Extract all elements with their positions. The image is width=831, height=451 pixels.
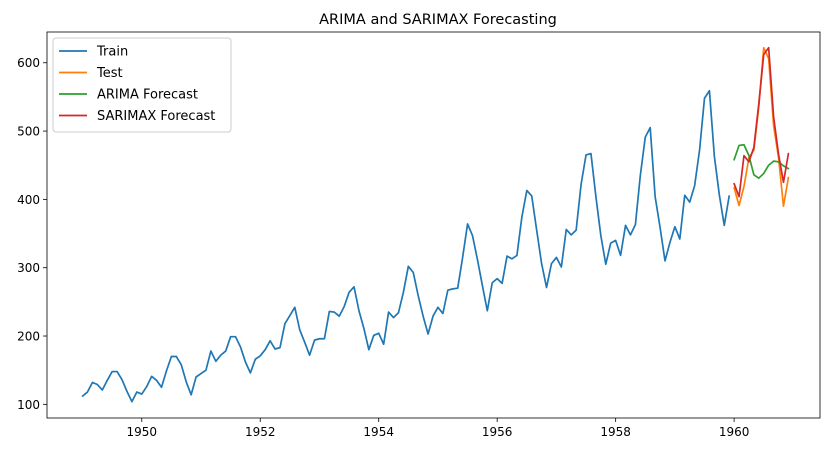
x-tick-label: 1960: [719, 425, 750, 439]
axes-layer: 1950 1952 1954 1956 1958 1960 100 200 300 400 500 6…: [17, 31, 821, 439]
legend-label-sarimax-forecast: SARIMAX Forecast: [97, 109, 215, 124]
legend-label-arima-forecast: ARIMA Forecast: [97, 88, 198, 103]
legend-label-train: Train: [96, 45, 128, 60]
series-line-sarimax-forecast: [733, 46, 790, 198]
x-tick-label: 1954: [363, 425, 394, 439]
series-line-train: [81, 89, 731, 403]
x-tick-label: 1950: [127, 425, 158, 439]
legend-label-test: Test: [96, 66, 123, 81]
y-tick-label: 600: [17, 56, 40, 70]
y-tick-label: 300: [17, 261, 40, 275]
x-tick-label: 1956: [482, 425, 513, 439]
y-tick-label: 100: [17, 398, 40, 412]
y-tick-label: 400: [17, 193, 40, 207]
legend-box: [52, 37, 232, 133]
legend: Train Test ARIMA Forecast SARIMAX Forecast: [52, 37, 232, 133]
y-tick-label: 200: [17, 330, 40, 344]
chart-title: ARIMA and SARIMAX Forecasting: [319, 12, 557, 28]
axes-frame: [46, 31, 821, 419]
x-tick-label: 1952: [245, 425, 276, 439]
y-tick-label: 500: [17, 125, 40, 139]
x-tick-label: 1958: [600, 425, 631, 439]
series-layer: [81, 46, 790, 403]
